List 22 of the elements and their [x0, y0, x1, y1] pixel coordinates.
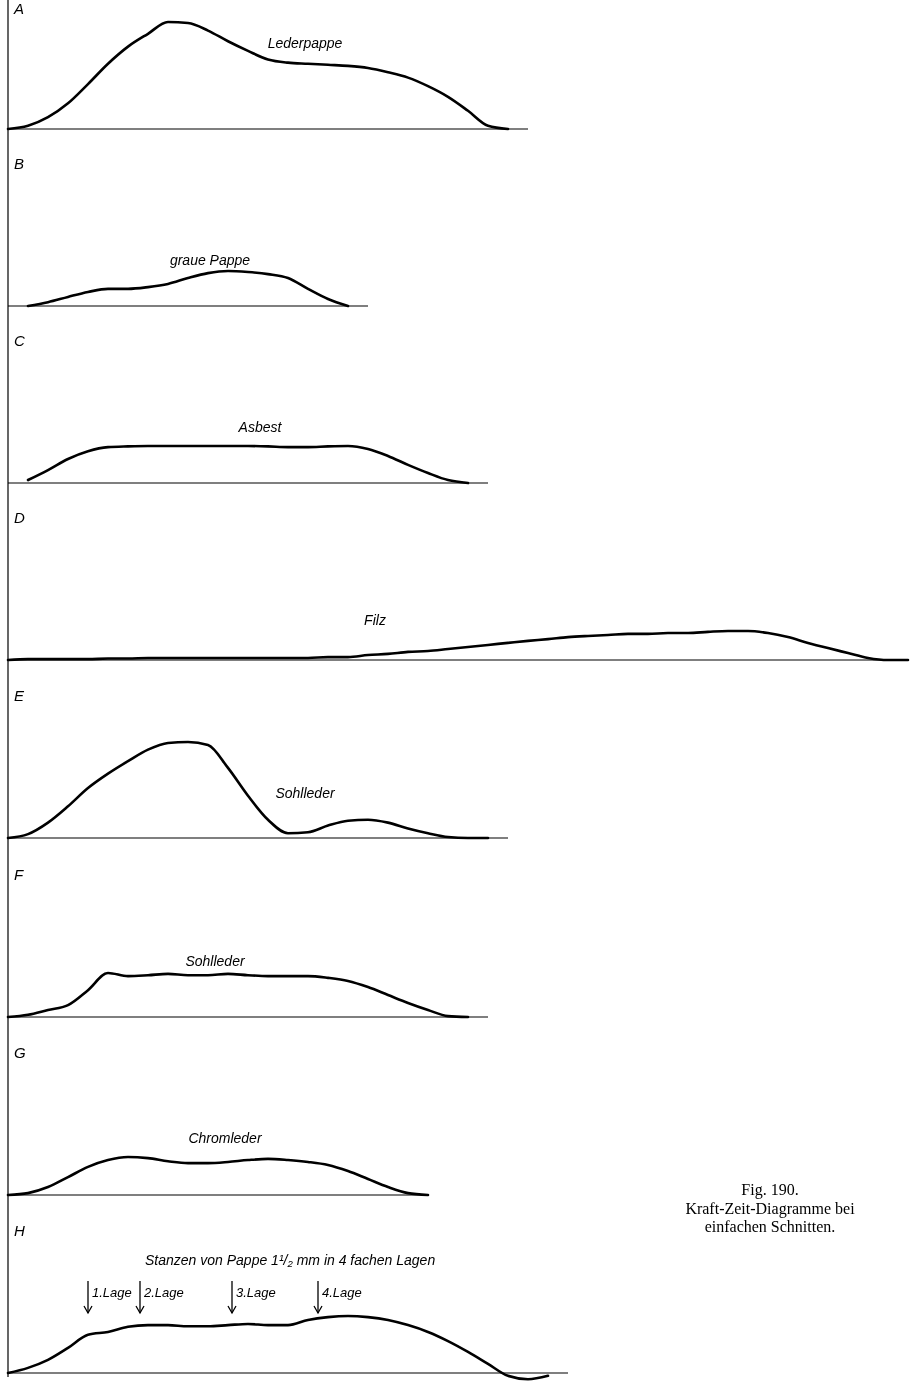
- text: Kraft-Zeit-Diagramme bei einfachen Schnitten.: [685, 1200, 856, 1235]
- chart-title: E: [14, 687, 25, 704]
- text: 1.Lage: [92, 1285, 132, 1300]
- chart-title: G: [14, 1044, 26, 1061]
- series-label: Sohlleder: [275, 785, 336, 801]
- chart-title: B: [14, 155, 25, 172]
- series-label: Lederpappe: [267, 35, 343, 51]
- series-label: Filz: [364, 612, 386, 628]
- text: Fig. 190.: [741, 1181, 799, 1199]
- text: 4.Lage: [322, 1285, 362, 1300]
- chart-title: C: [14, 332, 25, 349]
- text: 2.Lage: [143, 1285, 184, 1300]
- chart-title: H: [14, 1222, 25, 1239]
- series-label: Chromleder: [188, 1130, 263, 1146]
- series-label: Sohlleder: [185, 953, 246, 969]
- chart-subtitle: Stanzen von Pappe 1¹/₂ mm in 4 fachen Lagen: [145, 1252, 436, 1268]
- chart-title: F: [14, 866, 24, 883]
- text: 3.Lage: [236, 1285, 276, 1300]
- chart-title: A: [13, 0, 25, 17]
- chart-title: D: [14, 509, 25, 526]
- series-label: Asbest: [237, 419, 283, 435]
- series-label: graue Pappe: [169, 252, 251, 268]
